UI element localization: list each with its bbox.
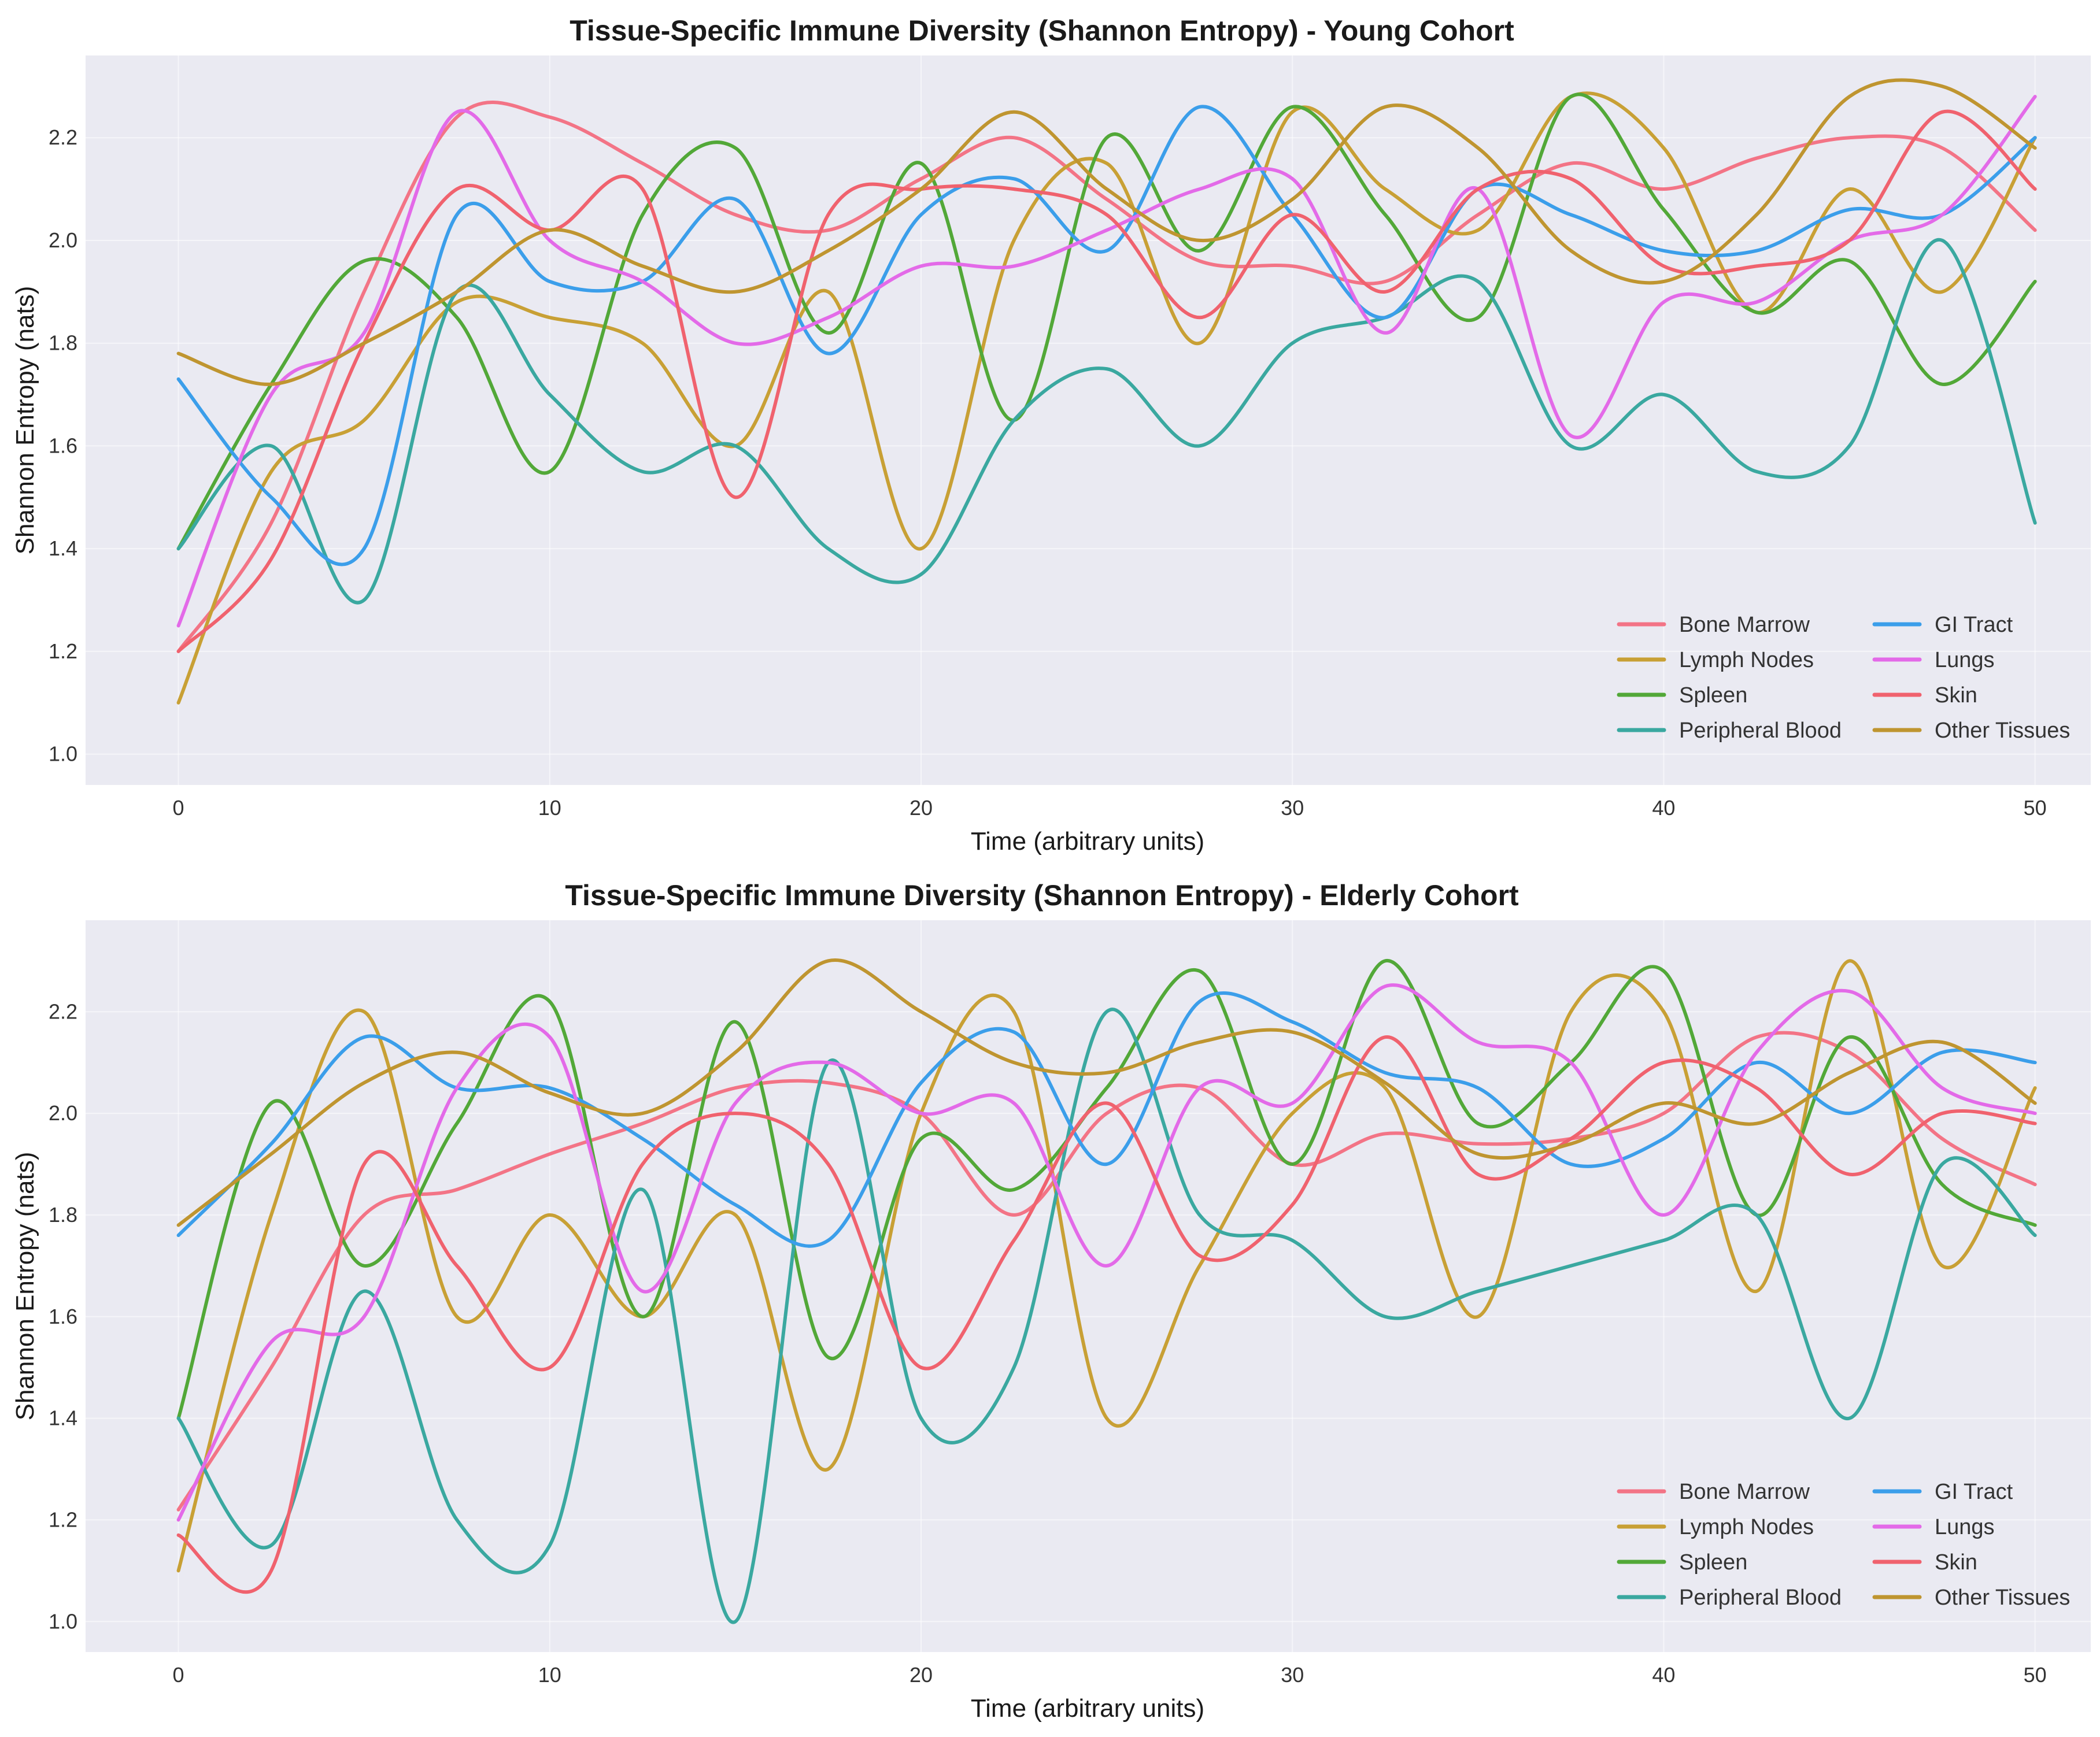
legend-item: Peripheral Blood	[1617, 1586, 1842, 1610]
legend-item: Other Tissues	[1872, 718, 2070, 743]
legend-item: Other Tissues	[1872, 1586, 2070, 1610]
legend-label: Other Tissues	[1935, 1586, 2070, 1610]
series-line	[176, 1008, 2037, 1624]
plot-area	[86, 920, 2091, 1652]
legend-label: Lungs	[1935, 648, 1995, 672]
x-tick-label: 10	[538, 796, 561, 820]
series-line	[176, 105, 2037, 566]
gridlines	[86, 920, 2091, 1652]
legend-item: Spleen	[1617, 683, 1747, 708]
legend-label: Spleen	[1679, 683, 1747, 708]
legend-item: GI Tract	[1872, 1480, 2013, 1504]
y-tick-label: 1.4	[49, 1406, 77, 1430]
x-tick-label: 30	[1281, 1663, 1304, 1687]
legend-item: Lymph Nodes	[1617, 1515, 1814, 1539]
x-axis-label: Time (arbitrary units)	[971, 1694, 1204, 1723]
y-tick-label: 1.2	[49, 639, 77, 663]
chart-title: Tissue-Specific Immune Diversity (Shanno…	[565, 879, 1519, 912]
legend-label: Skin	[1935, 683, 1977, 708]
x-tick-label: 10	[538, 1663, 561, 1687]
y-tick-label: 1.6	[49, 1305, 77, 1328]
legend-item: Lymph Nodes	[1617, 648, 1814, 672]
y-axis-label: Shannon Entropy (nats)	[11, 1152, 39, 1421]
y-tick-label: 1.4	[49, 536, 77, 560]
legend-item: GI Tract	[1872, 613, 2013, 637]
series-line	[176, 983, 2037, 1522]
series-line	[176, 101, 2037, 653]
y-tick-label: 2.2	[49, 125, 77, 149]
young-cohort-chart: Tissue-Specific Immune Diversity (Shanno…	[11, 14, 2091, 855]
series-line	[176, 958, 2037, 1227]
series-line	[176, 991, 2037, 1248]
legend-label: Lymph Nodes	[1679, 1515, 1814, 1539]
series-line	[176, 1035, 2037, 1594]
x-tick-label: 40	[1652, 796, 1675, 820]
legend-item: Lungs	[1872, 648, 1995, 672]
series-lines	[176, 958, 2037, 1624]
x-tick-label: 40	[1652, 1663, 1675, 1687]
y-tick-label: 2.2	[49, 999, 77, 1023]
series-line	[176, 91, 2037, 705]
x-tick-label: 50	[2024, 1663, 2047, 1687]
series-lines	[176, 78, 2037, 705]
legend-label: Lymph Nodes	[1679, 648, 1814, 672]
x-tick-label: 0	[173, 1663, 184, 1687]
y-tick-labels: 1.0 1.2 1.4 1.6 1.8 2.0 2.2	[49, 125, 77, 765]
x-tick-label: 30	[1281, 796, 1304, 820]
y-tick-label: 2.0	[49, 228, 77, 252]
y-axis-label: Shannon Entropy (nats)	[11, 286, 39, 555]
legend-item: Peripheral Blood	[1617, 718, 1842, 743]
x-axis-label: Time (arbitrary units)	[971, 827, 1204, 855]
x-tick-label: 50	[2024, 796, 2047, 820]
legend-label: Peripheral Blood	[1679, 718, 1842, 743]
x-tick-label: 0	[173, 796, 184, 820]
legend-label: GI Tract	[1935, 613, 2013, 637]
series-line	[176, 959, 2037, 1420]
legend-item: Spleen	[1617, 1550, 1747, 1575]
y-tick-label: 1.6	[49, 434, 77, 457]
y-tick-label: 1.0	[49, 1609, 77, 1633]
x-tick-label: 20	[909, 1663, 933, 1687]
chart-title: Tissue-Specific Immune Diversity (Shanno…	[570, 14, 1514, 47]
legend-item: Bone Marrow	[1617, 1480, 1810, 1504]
plot-area	[86, 55, 2091, 785]
x-tick-labels: 0 10 20 30 40 50	[173, 1663, 2047, 1687]
series-line	[176, 92, 2037, 551]
legend-item: Lungs	[1872, 1515, 1995, 1539]
elderly-cohort-chart: Tissue-Specific Immune Diversity (Shanno…	[11, 879, 2091, 1723]
legend-label: Other Tissues	[1935, 718, 2070, 743]
y-tick-label: 1.8	[49, 331, 77, 355]
legend: Bone Marrow Lymph Nodes Spleen Peripheral B…	[1617, 1480, 2070, 1610]
legend-item: Bone Marrow	[1617, 613, 1810, 637]
series-line	[176, 1031, 2037, 1512]
legend-item: Skin	[1872, 683, 1977, 708]
y-tick-label: 1.8	[49, 1203, 77, 1227]
legend-label: Skin	[1935, 1550, 1977, 1575]
x-tick-label: 20	[909, 796, 933, 820]
legend-label: Bone Marrow	[1679, 613, 1810, 637]
series-line	[176, 238, 2037, 605]
y-tick-label: 1.0	[49, 742, 77, 766]
legend-item: Skin	[1872, 1550, 1977, 1575]
legend: Bone Marrow Lymph Nodes Spleen Peripheral B…	[1617, 613, 2070, 743]
series-line	[176, 959, 2037, 1573]
y-tick-label: 2.0	[49, 1101, 77, 1125]
y-tick-label: 1.2	[49, 1508, 77, 1531]
x-tick-labels: 0 10 20 30 40 50	[173, 796, 2047, 820]
gridlines	[86, 55, 2091, 785]
series-line	[176, 95, 2037, 628]
legend-label: Spleen	[1679, 1550, 1747, 1575]
legend-label: Peripheral Blood	[1679, 1586, 1842, 1610]
y-tick-labels: 1.0 1.2 1.4 1.6 1.8 2.0 2.2	[49, 999, 77, 1633]
legend-label: Lungs	[1935, 1515, 1995, 1539]
legend-label: GI Tract	[1935, 1480, 2013, 1504]
series-line	[176, 78, 2037, 386]
legend-label: Bone Marrow	[1679, 1480, 1810, 1504]
series-line	[176, 109, 2037, 653]
